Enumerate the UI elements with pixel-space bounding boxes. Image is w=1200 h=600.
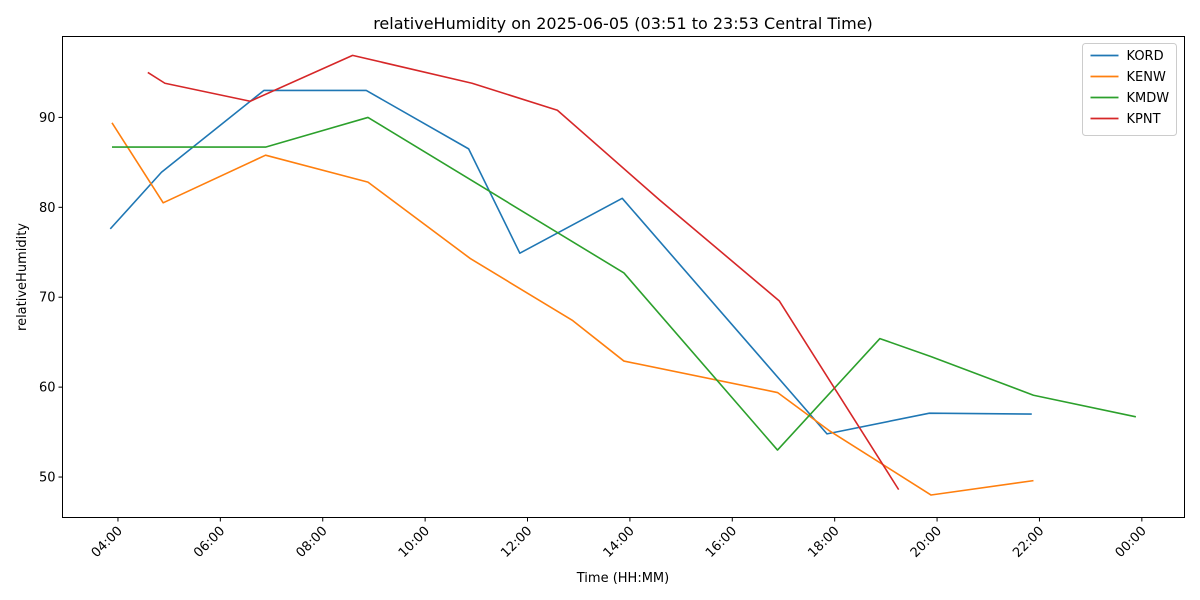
plot-frame — [62, 36, 1185, 518]
legend-label-kord: KORD — [1127, 49, 1164, 64]
y-axis: 50 60 70 80 90 — [39, 111, 63, 486]
chart-title: relativeHumidity on 2025-06-05 (03:51 to… — [373, 14, 873, 33]
y-tick-label: 50 — [39, 471, 56, 486]
legend: KORD KENW KMDW KPNT — [1082, 43, 1177, 136]
legend-label-kmdw: KMDW — [1127, 91, 1170, 106]
y-tick-label: 70 — [39, 291, 56, 306]
series-line-kmdw — [111, 116, 1137, 451]
y-axis-title: relativeHumidity — [15, 223, 30, 331]
legend-box — [1082, 43, 1177, 136]
y-tick-label: 60 — [39, 381, 56, 396]
series-layer — [109, 54, 1137, 496]
x-axis-title: Time (HH:MM) — [576, 571, 669, 586]
y-tick-label: 90 — [39, 111, 56, 126]
legend-label-kenw: KENW — [1127, 70, 1166, 85]
series-line-kpnt — [147, 54, 900, 491]
legend-label-kpnt: KPNT — [1127, 112, 1161, 127]
series-line-kenw — [111, 122, 1034, 496]
series-line-kord — [109, 89, 1032, 435]
y-tick-label: 80 — [39, 201, 56, 216]
